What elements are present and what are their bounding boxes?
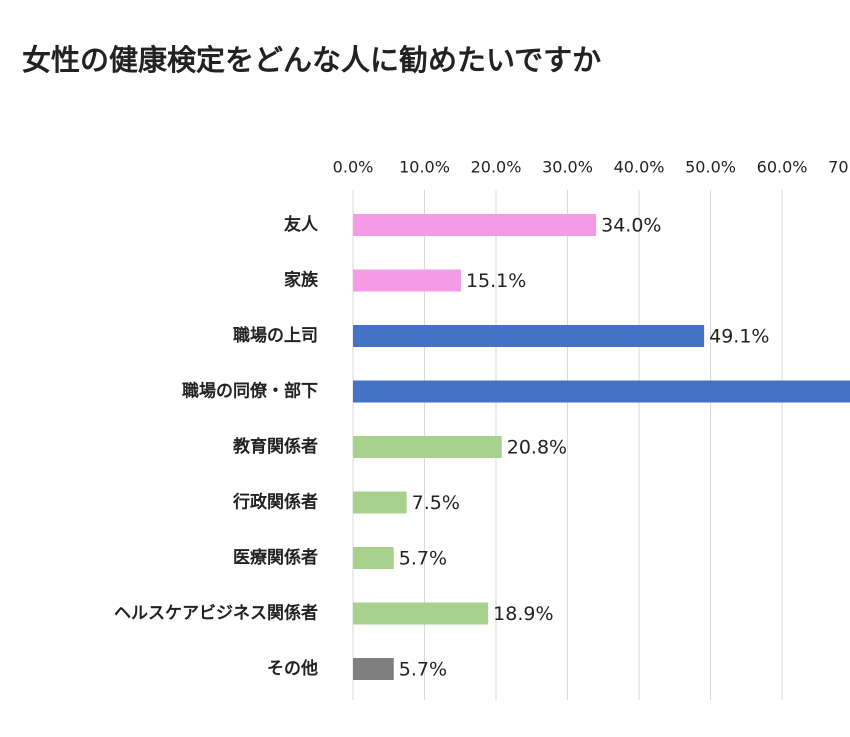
bar xyxy=(353,491,407,514)
x-tick-label: 10.0% xyxy=(399,158,450,177)
y-tick-label: その他 xyxy=(267,658,318,679)
x-tick-label: 40.0% xyxy=(614,158,665,177)
y-tick-label: 医療関係者 xyxy=(233,547,318,568)
y-tick-label: 職場の上司 xyxy=(233,325,318,346)
data-label: 15.1% xyxy=(466,270,526,292)
x-tick-label: 60.0% xyxy=(757,158,808,177)
y-tick-label: 行政関係者 xyxy=(232,492,318,513)
data-label: 18.9% xyxy=(493,603,553,625)
data-label: 7.5% xyxy=(412,492,460,514)
x-tick-label: 20.0% xyxy=(471,158,522,177)
bar xyxy=(353,380,850,403)
y-tick-label: 職場の同僚・部下 xyxy=(182,381,318,402)
chart-title: 女性の健康検定をどんな人に勧めたいですか xyxy=(22,43,601,77)
bar xyxy=(353,214,597,236)
data-label: 34.0% xyxy=(601,215,661,237)
y-tick-label: 友人 xyxy=(284,214,319,235)
data-label: 5.7% xyxy=(399,659,447,681)
data-label: 20.8% xyxy=(507,437,567,459)
bar xyxy=(353,325,705,347)
x-tick-label: 0.0% xyxy=(333,158,374,177)
y-tick-label: ヘルスケアビジネス関係者 xyxy=(114,603,318,624)
bar xyxy=(353,269,461,292)
bar xyxy=(353,658,394,680)
data-label: 5.7% xyxy=(399,548,447,570)
bar xyxy=(353,436,502,458)
data-label: 49.1% xyxy=(709,326,769,348)
bar xyxy=(353,547,394,569)
x-tick-label: 30.0% xyxy=(542,158,593,177)
y-tick-label: 教育関係者 xyxy=(232,436,318,457)
bar xyxy=(353,602,489,625)
x-tick-label: 70.0% xyxy=(828,158,850,177)
y-tick-label: 家族 xyxy=(284,270,319,291)
x-tick-label: 50.0% xyxy=(685,158,736,177)
